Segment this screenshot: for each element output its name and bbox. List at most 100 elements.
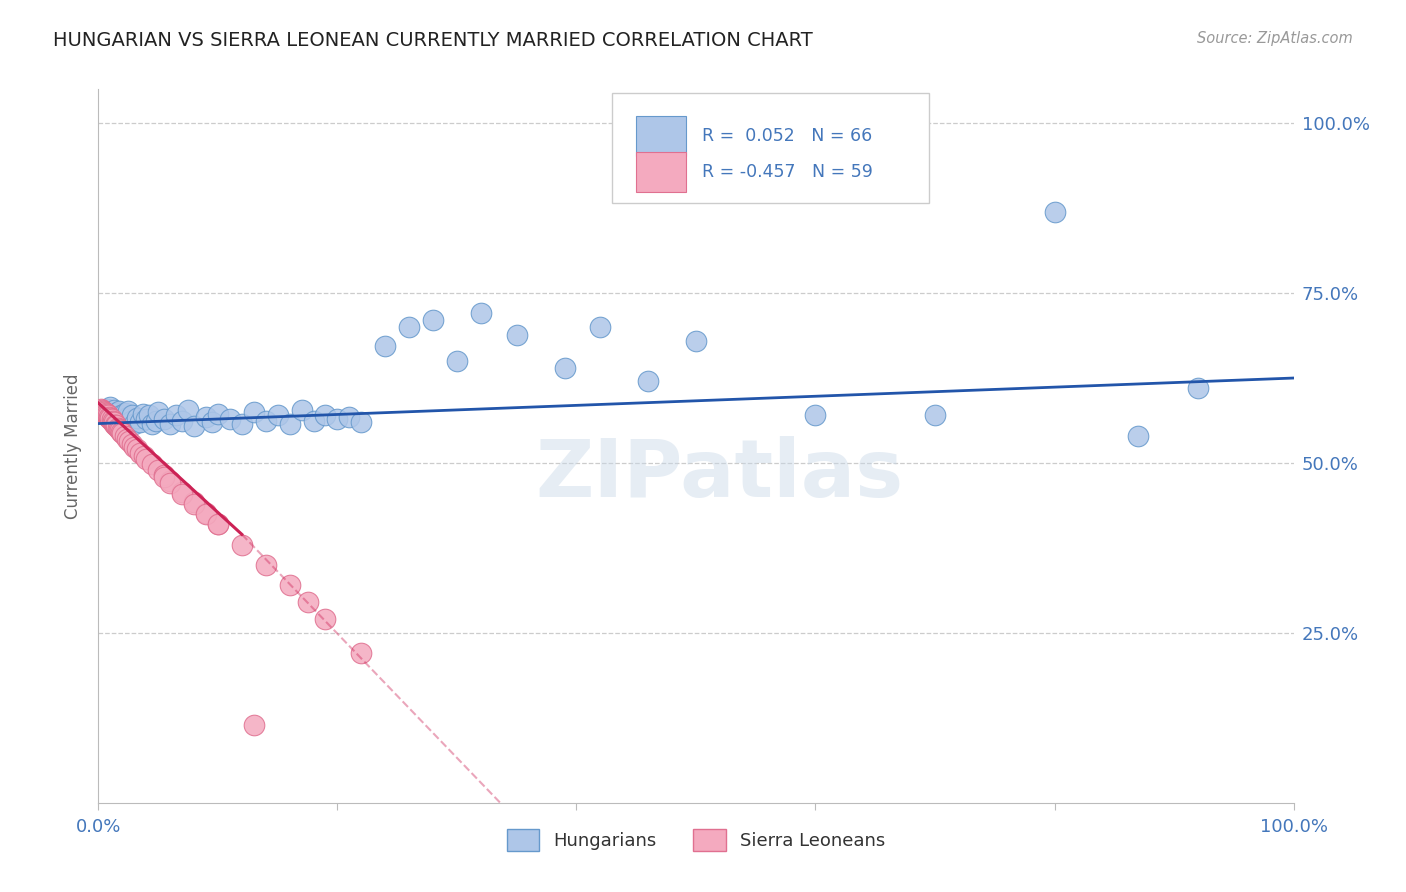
- Point: [110, 425, 132, 439]
- FancyBboxPatch shape: [637, 152, 686, 192]
- Point: [96, 401, 118, 416]
- Point: [446, 354, 468, 368]
- Point: [159, 476, 181, 491]
- Point: [112, 411, 135, 425]
- Point: [115, 415, 138, 429]
- Point: [98, 409, 121, 424]
- Text: Source: ZipAtlas.com: Source: ZipAtlas.com: [1197, 31, 1353, 46]
- Point: [98, 409, 122, 423]
- Point: [114, 429, 136, 443]
- Point: [101, 412, 124, 426]
- Point: [103, 403, 125, 417]
- Point: [159, 474, 181, 488]
- Point: [219, 412, 242, 426]
- Point: [195, 409, 218, 424]
- Point: [141, 458, 163, 472]
- Point: [125, 411, 148, 425]
- Point: [207, 517, 229, 532]
- Point: [315, 612, 337, 626]
- Point: [91, 404, 114, 418]
- Point: [326, 412, 349, 426]
- Point: [1128, 429, 1150, 443]
- Point: [374, 339, 396, 353]
- Point: [422, 313, 444, 327]
- Point: [145, 414, 167, 428]
- Point: [278, 578, 301, 592]
- Point: [398, 320, 420, 334]
- Point: [105, 417, 128, 432]
- Point: [104, 407, 127, 421]
- Point: [103, 415, 125, 429]
- Point: [100, 414, 122, 428]
- Point: [159, 417, 181, 431]
- Point: [107, 404, 129, 418]
- Point: [105, 419, 128, 434]
- Point: [243, 405, 266, 419]
- Point: [110, 409, 132, 423]
- Point: [93, 405, 115, 419]
- Point: [107, 409, 129, 424]
- Text: ZIPatlas: ZIPatlas: [536, 435, 904, 514]
- Point: [231, 417, 253, 431]
- Point: [207, 407, 229, 421]
- Point: [231, 537, 253, 551]
- Point: [135, 412, 157, 426]
- Point: [302, 414, 325, 428]
- Point: [98, 411, 121, 425]
- FancyBboxPatch shape: [613, 93, 929, 203]
- Point: [118, 434, 141, 449]
- Point: [98, 411, 122, 425]
- Point: [804, 409, 827, 423]
- Point: [124, 417, 146, 431]
- Point: [165, 409, 187, 423]
- Point: [201, 415, 224, 429]
- Y-axis label: Currently Married: Currently Married: [63, 373, 82, 519]
- Point: [183, 495, 205, 509]
- Point: [98, 401, 122, 415]
- Point: [195, 506, 218, 520]
- Point: [315, 409, 337, 423]
- Point: [183, 418, 205, 433]
- Point: [132, 449, 155, 463]
- Point: [685, 334, 707, 348]
- Point: [125, 442, 148, 457]
- Point: [183, 497, 205, 511]
- Point: [153, 412, 176, 426]
- Point: [97, 409, 120, 423]
- Point: [177, 403, 200, 417]
- Point: [111, 417, 134, 431]
- Point: [153, 469, 176, 483]
- Point: [96, 407, 118, 421]
- Point: [107, 420, 129, 434]
- Point: [267, 409, 290, 423]
- Point: [172, 414, 194, 428]
- Point: [254, 558, 277, 572]
- Point: [172, 486, 194, 500]
- Point: [153, 468, 176, 483]
- Point: [96, 409, 118, 423]
- Point: [138, 409, 160, 423]
- Text: HUNGARIAN VS SIERRA LEONEAN CURRENTLY MARRIED CORRELATION CHART: HUNGARIAN VS SIERRA LEONEAN CURRENTLY MA…: [53, 31, 813, 50]
- Point: [101, 415, 124, 429]
- Point: [470, 306, 492, 320]
- FancyBboxPatch shape: [637, 116, 686, 156]
- Point: [93, 405, 115, 419]
- Point: [107, 422, 129, 436]
- Point: [103, 417, 125, 431]
- Point: [120, 414, 142, 428]
- Point: [195, 507, 218, 521]
- Point: [97, 409, 120, 424]
- Point: [117, 404, 139, 418]
- Point: [100, 412, 122, 426]
- Point: [114, 406, 136, 420]
- Point: [172, 484, 194, 499]
- Point: [101, 414, 124, 428]
- Point: [589, 320, 612, 334]
- Legend: Hungarians, Sierra Leoneans: Hungarians, Sierra Leoneans: [499, 822, 893, 858]
- Point: [90, 401, 112, 416]
- Point: [105, 415, 128, 429]
- Point: [108, 414, 131, 428]
- Point: [91, 403, 114, 417]
- Point: [291, 403, 314, 417]
- Point: [506, 328, 529, 343]
